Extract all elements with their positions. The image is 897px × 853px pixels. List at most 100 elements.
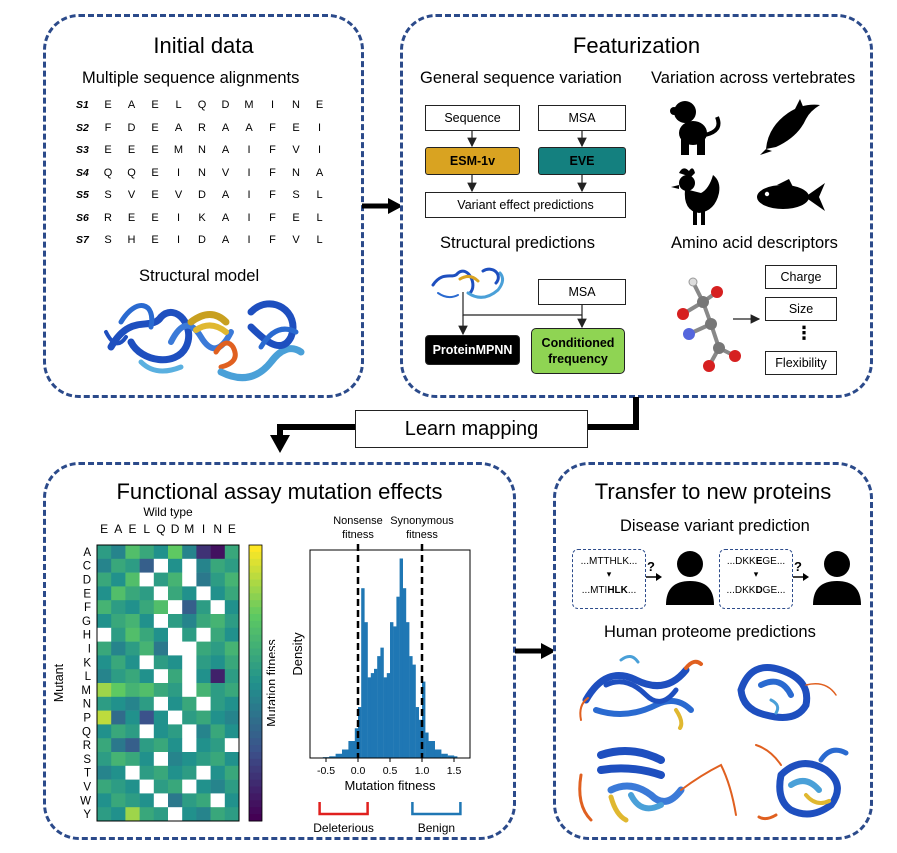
colorbar-segment: [249, 703, 262, 712]
heatmap-cell: [168, 572, 183, 587]
heatmap-cell: [153, 627, 169, 642]
heatmap-cell: [125, 710, 140, 725]
colorbar-segment: [249, 696, 262, 705]
heatmap-cell: [196, 627, 211, 642]
heatmap-cell: [182, 710, 197, 725]
heatmap-cell: [196, 696, 211, 711]
residue: I: [247, 166, 251, 179]
sequence-name: S6: [76, 211, 89, 224]
residue: S: [292, 189, 300, 201]
heatmap-cell: [182, 641, 197, 656]
heatmap-cell: [97, 545, 112, 560]
heatmap-cell: [196, 793, 211, 808]
residue: I: [176, 166, 181, 179]
histogram-bar: [434, 749, 442, 758]
heatmap-cell: [224, 752, 240, 767]
heatmap-cell: [111, 765, 126, 780]
heatmap-x-tick: M: [184, 522, 194, 536]
residue: A: [315, 166, 324, 179]
residue: F: [269, 189, 276, 201]
heatmap-y-tick: P: [83, 713, 91, 725]
heatmap-cell: [139, 696, 155, 711]
heatmap-cell: [196, 669, 211, 684]
colorbar-segment: [249, 669, 262, 677]
heatmap-cell: [210, 669, 226, 684]
histogram-tick-label: 0.0: [351, 765, 366, 777]
histogram-bar: [348, 741, 355, 758]
histogram-bar: [409, 656, 413, 758]
heatmap-cell: [125, 641, 140, 656]
heatmap-cell: [139, 641, 155, 656]
heatmap-cell: [182, 779, 197, 794]
heatmap-cell: [153, 545, 169, 560]
heatmap-cell: [153, 807, 169, 822]
heatmap-cell: [139, 572, 155, 587]
heatmap-cell: [196, 655, 211, 670]
heatmap-cell: [210, 738, 226, 753]
residue: I: [317, 121, 322, 134]
heatmap-cell: [125, 793, 140, 808]
heatmap-cell: [210, 572, 226, 587]
heatmap-cell: [196, 738, 211, 753]
heatmap-cell: [196, 765, 211, 780]
heatmap-cell: [139, 586, 155, 601]
monkey-icon: [670, 101, 721, 155]
proteome-structure-2: [737, 664, 837, 721]
residue: I: [176, 234, 181, 246]
heatmap-cell: [182, 724, 197, 739]
colorbar-segment: [249, 738, 262, 746]
heatmap-y-tick: A: [83, 547, 91, 559]
heatmap-cell: [153, 752, 169, 767]
histogram-bar: [358, 707, 362, 758]
residue: A: [221, 121, 230, 134]
residue: D: [221, 99, 230, 111]
heatmap-cell: [97, 696, 112, 711]
heatmap-cell: [111, 738, 126, 753]
structural-predictions-heading: Structural predictions: [440, 234, 595, 252]
heatmap-cell: [111, 779, 126, 794]
heatmap-cell: [125, 669, 140, 684]
residue: E: [104, 99, 112, 111]
heatmap-cell: [139, 724, 155, 739]
conditioned-label: Conditioned: [541, 336, 615, 350]
question-mark-1: ?: [647, 559, 655, 574]
heatmap-cell: [139, 738, 155, 753]
heatmap-cell: [153, 683, 169, 698]
histogram-tick-label: 0.5: [383, 765, 398, 777]
heatmap-cell: [168, 696, 183, 711]
heatmap-cell: [210, 807, 226, 822]
residue: N: [292, 166, 300, 179]
heatmap-cell: [224, 558, 240, 573]
variant-box-1: ...MTTHLK... ▾ ...MTIHLK...: [572, 549, 646, 609]
initial-data-title: Initial data: [153, 33, 254, 58]
variant-2-arrow: ▾: [753, 569, 759, 579]
colorbar-segment: [249, 558, 262, 567]
arrow-initial-to-featurization: [362, 198, 403, 214]
sequence-name: S1: [76, 99, 89, 111]
heatmap-y-tick: T: [84, 768, 91, 780]
heatmap-cell: [111, 710, 126, 725]
heatmap-cell: [125, 683, 140, 698]
residue: R: [198, 121, 206, 134]
heatmap-cell: [139, 752, 155, 767]
residue: A: [221, 189, 230, 201]
residue: N: [198, 166, 206, 179]
heatmap-cell: [111, 683, 126, 698]
conditioned-frequency-box: Conditioned frequency: [531, 328, 625, 374]
heatmap-cell: [196, 807, 211, 822]
histogram-bar: [377, 656, 381, 758]
residue: E: [127, 211, 136, 224]
heatmap-cell: [210, 793, 226, 808]
heatmap-x-tick: Q: [156, 522, 165, 536]
heatmap-cell: [224, 641, 240, 656]
residue: V: [174, 189, 183, 201]
heatmap-cell: [168, 669, 183, 684]
heatmap-cell: [224, 586, 240, 601]
colorbar-segment: [249, 655, 262, 663]
sequence-name: S5: [76, 189, 89, 201]
heatmap-cell: [168, 738, 183, 753]
heatmap-y-tick: M: [81, 685, 91, 697]
heatmap-cell: [182, 752, 197, 767]
colorbar-segment: [249, 551, 262, 560]
heatmap-cell: [153, 614, 169, 629]
